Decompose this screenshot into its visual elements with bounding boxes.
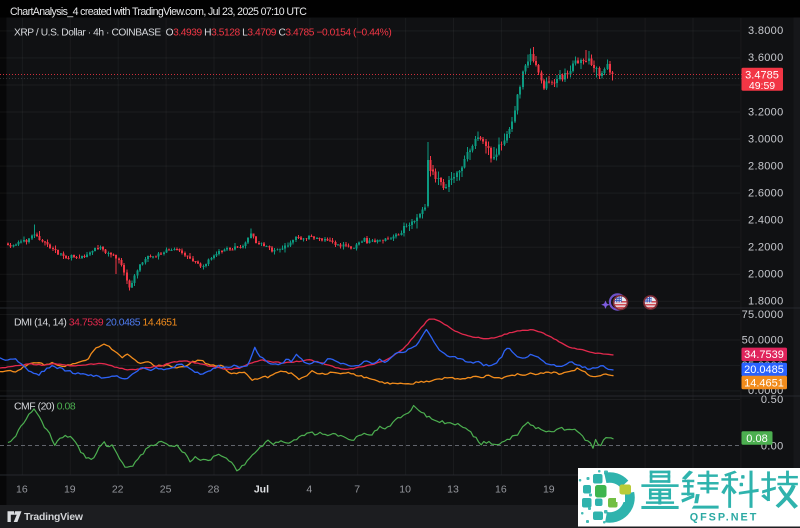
svg-text:16: 16 xyxy=(495,484,507,496)
svg-text:2.4000: 2.4000 xyxy=(748,215,783,227)
svg-text:50.0000: 50.0000 xyxy=(742,334,784,346)
svg-text:22: 22 xyxy=(112,484,124,496)
svg-text:4: 4 xyxy=(306,484,312,496)
svg-text:1.8000: 1.8000 xyxy=(748,296,783,308)
svg-text:ChartAnalysis_4 created with T: ChartAnalysis_4 created with TradingView… xyxy=(10,6,307,18)
svg-text:20.0485: 20.0485 xyxy=(744,364,784,376)
svg-text:QFSP.NET: QFSP.NET xyxy=(690,512,759,524)
svg-text:XRP / U.S. Dollar · 4h · COINB: XRP / U.S. Dollar · 4h · COINBASE O3.493… xyxy=(14,28,391,39)
svg-text:14.4651: 14.4651 xyxy=(744,377,784,389)
svg-text:0.50: 0.50 xyxy=(761,394,784,406)
svg-text:2.6000: 2.6000 xyxy=(748,187,783,199)
svg-text:0.08: 0.08 xyxy=(746,433,767,445)
svg-text:3.4785: 3.4785 xyxy=(745,69,779,81)
svg-text:3.8000: 3.8000 xyxy=(748,25,783,37)
svg-text:3.2000: 3.2000 xyxy=(748,106,783,118)
svg-text:3.0000: 3.0000 xyxy=(748,133,783,145)
svg-text:2.8000: 2.8000 xyxy=(748,160,783,172)
svg-text:13: 13 xyxy=(447,484,459,496)
svg-text:DMI (14, 14) 34.7539 20.0485 1: DMI (14, 14) 34.7539 20.0485 14.4651 xyxy=(14,318,178,329)
svg-text:34.7539: 34.7539 xyxy=(744,349,784,361)
svg-text:19: 19 xyxy=(543,484,555,496)
svg-text:7: 7 xyxy=(354,484,360,496)
svg-text:2.2000: 2.2000 xyxy=(748,242,783,254)
svg-text:16: 16 xyxy=(16,484,28,496)
svg-text:28: 28 xyxy=(208,484,220,496)
svg-text:TradingView: TradingView xyxy=(24,512,84,523)
svg-text:Jul: Jul xyxy=(254,484,269,496)
svg-text:3.6000: 3.6000 xyxy=(748,52,783,64)
svg-text:CMF (20) 0.08: CMF (20) 0.08 xyxy=(14,402,76,413)
svg-text:25: 25 xyxy=(160,484,172,496)
svg-text:10: 10 xyxy=(399,484,411,496)
svg-text:49:59: 49:59 xyxy=(749,80,775,92)
svg-text:19: 19 xyxy=(64,484,76,496)
svg-text:75.0000: 75.0000 xyxy=(742,309,784,321)
svg-text:2.0000: 2.0000 xyxy=(748,269,783,281)
